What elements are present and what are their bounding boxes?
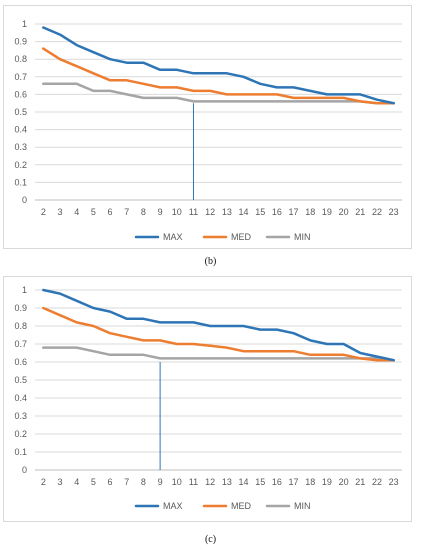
y-tick-label: 0.1 — [14, 177, 27, 187]
x-tick-label: 6 — [108, 477, 113, 487]
x-tick-label: 13 — [222, 477, 232, 487]
y-tick-label: 0 — [22, 465, 27, 475]
caption-c: (c) — [204, 534, 217, 545]
x-tick-label: 9 — [158, 207, 163, 217]
x-tick-label: 5 — [91, 477, 96, 487]
x-tick-label: 13 — [222, 207, 232, 217]
x-tick-label: 21 — [355, 207, 365, 217]
x-tick-label: 11 — [189, 477, 198, 487]
x-tick-label: 14 — [239, 207, 249, 217]
x-tick-label: 8 — [141, 207, 146, 217]
y-tick-label: 0.5 — [14, 375, 27, 385]
x-tick-label: 17 — [289, 477, 299, 487]
y-tick-label: 0.6 — [14, 89, 27, 99]
y-tick-label: 1 — [22, 19, 27, 29]
x-tick-label: 20 — [339, 477, 349, 487]
series-line-med — [42, 306, 395, 362]
x-tick-label: 23 — [389, 477, 399, 487]
x-tick-label: 14 — [239, 477, 249, 487]
y-tick-label: 0.1 — [14, 447, 27, 457]
x-tick-label: 16 — [272, 477, 282, 487]
legend-label-med: MED — [231, 232, 252, 242]
x-tick-label: 18 — [305, 207, 315, 217]
x-tick-label: 2 — [41, 207, 46, 217]
y-tick-label: 0 — [22, 195, 27, 205]
y-tick-label: 0.2 — [14, 160, 27, 170]
x-tick-label: 4 — [74, 477, 79, 487]
legend-label-med: MED — [231, 501, 252, 511]
x-tick-label: 22 — [372, 477, 382, 487]
y-tick-label: 0.7 — [14, 72, 27, 82]
x-tick-label: 8 — [141, 477, 146, 487]
x-tick-label: 12 — [205, 207, 215, 217]
y-tick-label: 0.6 — [14, 357, 27, 367]
chart-panel-b: 0 0.1 0.2 0.3 0.4 0.5 0.6 0.7 0.8 0.9 1 2 3 4 5 6 7 8 9 10 1… — [3, 5, 412, 249]
y-tick-label: 1 — [22, 285, 27, 295]
y-tick-label: 0.4 — [14, 393, 27, 403]
x-tick-label: 9 — [158, 477, 163, 487]
x-tick-label: 7 — [124, 477, 129, 487]
x-tick-label: 22 — [372, 207, 382, 217]
y-tick-label: 0.8 — [14, 321, 27, 331]
y-tick-label: 0.4 — [14, 125, 27, 135]
y-tick-label: 0.8 — [14, 54, 27, 64]
x-tick-label: 19 — [322, 477, 332, 487]
x-tick-label: 20 — [339, 207, 349, 217]
series-line-min — [42, 82, 395, 105]
x-tick-label: 3 — [58, 207, 63, 217]
x-tick-label: 12 — [205, 477, 215, 487]
legend-label-max: MAX — [163, 501, 183, 511]
chart-panel-c: 0 0.1 0.2 0.3 0.4 0.5 0.6 0.7 0.8 0.9 1 2 3 4 5 6 7 8 9 10 1… — [3, 276, 412, 522]
x-tick-label: 4 — [74, 207, 79, 217]
x-tick-label: 23 — [389, 207, 399, 217]
x-tick-label: 6 — [108, 207, 113, 217]
x-tick-label: 10 — [172, 207, 182, 217]
y-tick-label: 0.9 — [14, 303, 27, 313]
x-tick-label: 15 — [255, 207, 265, 217]
x-tick-label: 10 — [172, 477, 182, 487]
x-tick-label: 3 — [58, 477, 63, 487]
legend-label-max: MAX — [163, 232, 183, 242]
y-tick-label: 0.5 — [14, 107, 27, 117]
x-tick-label: 18 — [305, 477, 315, 487]
x-tick-label: 5 — [91, 207, 96, 217]
x-tick-label: 15 — [255, 477, 265, 487]
x-tick-label: 2 — [41, 477, 46, 487]
y-tick-label: 0.7 — [14, 339, 27, 349]
series-line-min — [42, 346, 395, 362]
line-chart-c: 00.10.20.30.40.50.60.70.80.912 3 4 5 6 7 8 9 10 1… — [14, 285, 402, 511]
y-tick-label: 0.3 — [14, 142, 27, 152]
x-tick-label: 7 — [124, 207, 129, 217]
series-line-med — [42, 47, 395, 105]
x-tick-label: 21 — [355, 477, 365, 487]
legend-label-min: MIN — [294, 501, 311, 511]
y-tick-label: 0.2 — [14, 429, 27, 439]
caption-b: (b) — [204, 256, 217, 267]
series-line-max — [42, 26, 395, 105]
y-tick-label: 0.9 — [14, 37, 27, 47]
legend-label-min: MIN — [294, 232, 311, 242]
x-tick-label: 17 — [289, 207, 299, 217]
x-tick-label: 16 — [272, 207, 282, 217]
y-tick-label: 0.3 — [14, 411, 27, 421]
line-chart-b: 00.10.20.30.40.50.60.70.80.912 3 4 5 6 7 8 9 10 1… — [14, 19, 402, 242]
x-tick-label: 11 — [189, 207, 198, 217]
series-line-max — [42, 288, 395, 362]
x-tick-label: 19 — [322, 207, 332, 217]
